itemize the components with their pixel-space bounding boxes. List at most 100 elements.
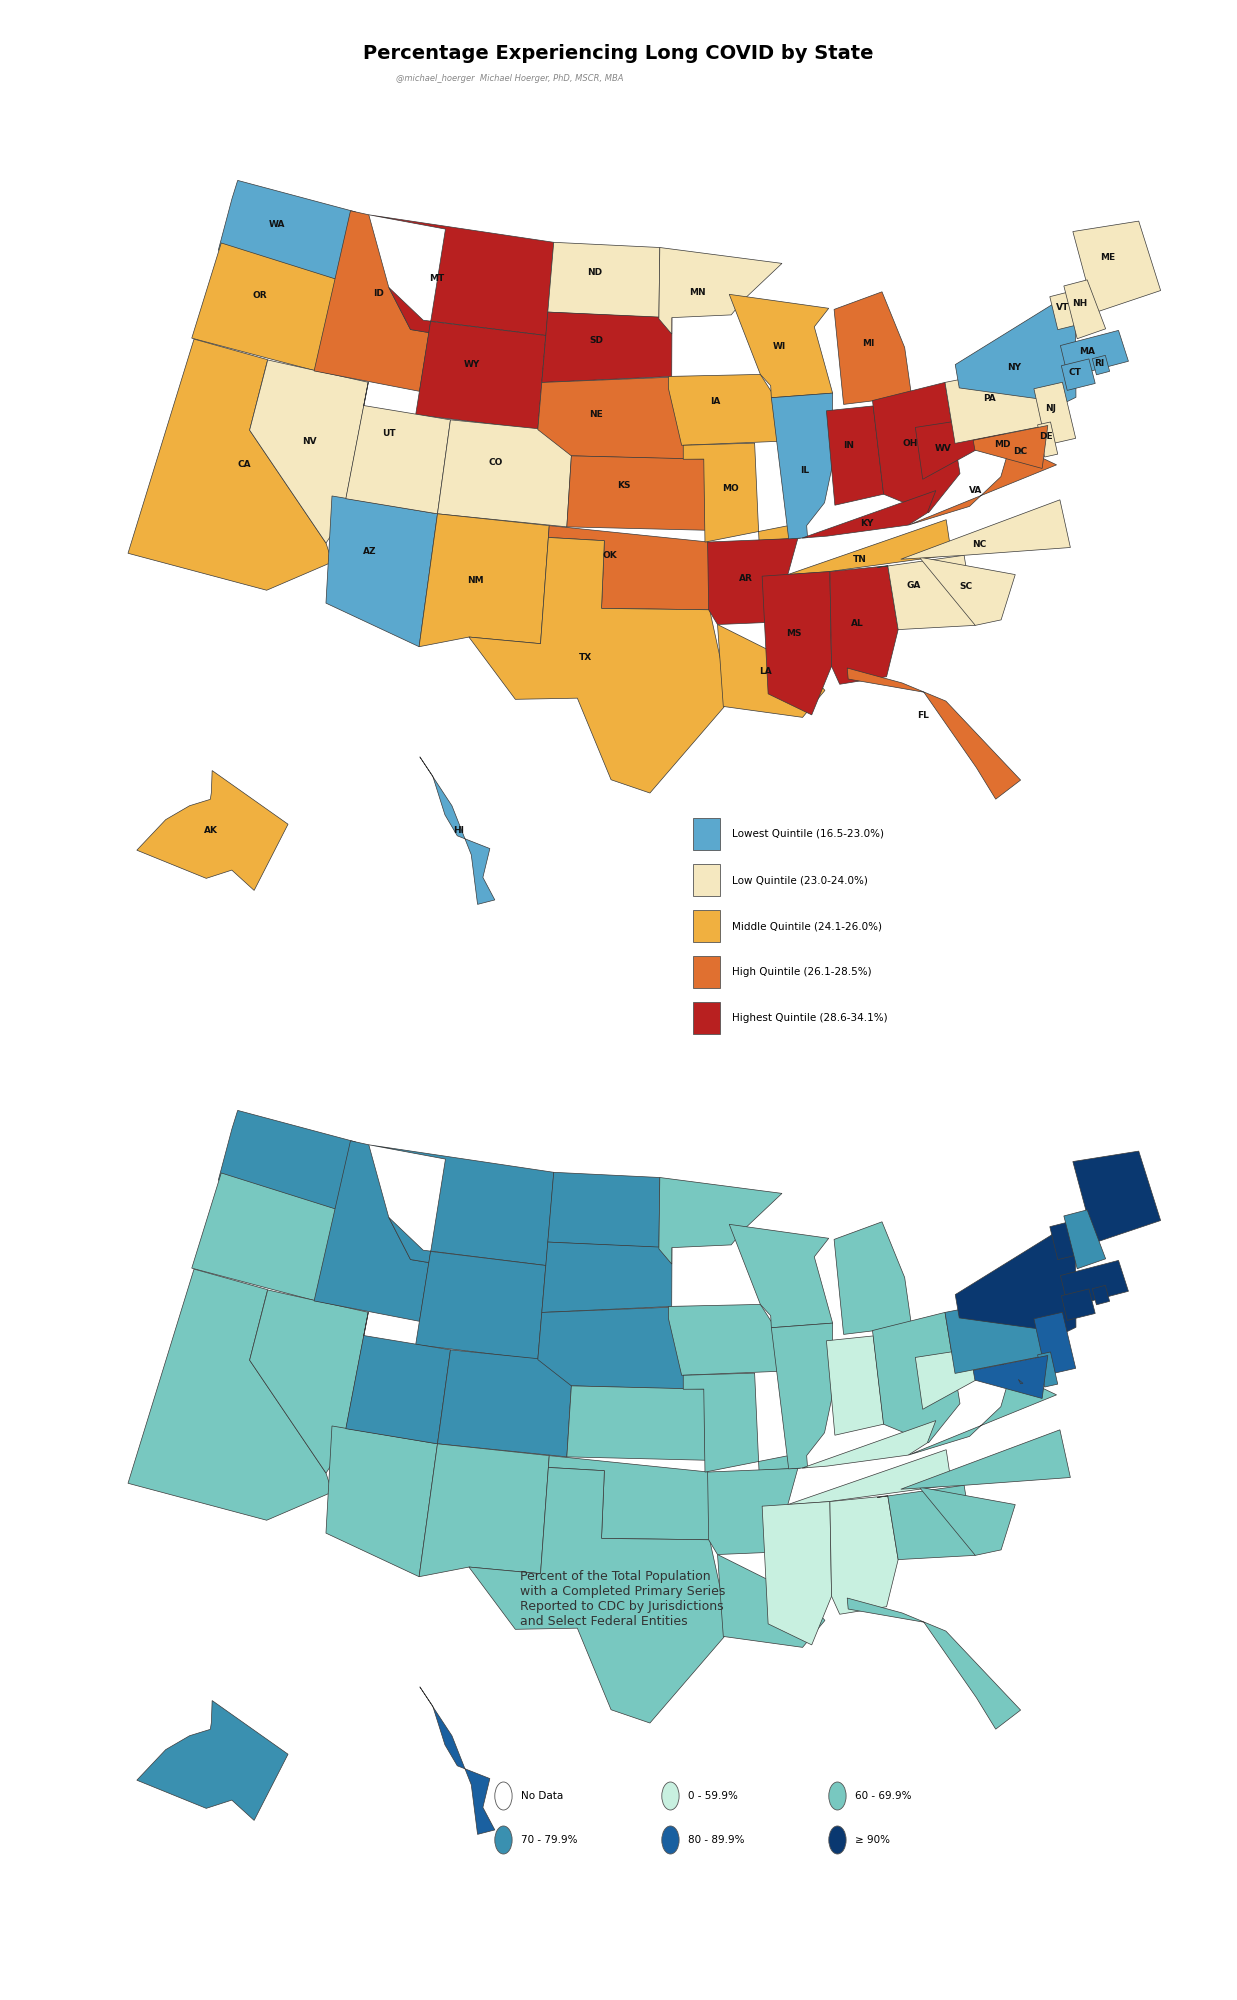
- Text: UT: UT: [382, 430, 396, 438]
- Text: MA: MA: [1079, 348, 1095, 356]
- Polygon shape: [919, 1488, 1016, 1556]
- Polygon shape: [919, 558, 1016, 626]
- Text: MS: MS: [787, 628, 802, 638]
- Polygon shape: [802, 1420, 936, 1468]
- Polygon shape: [1018, 1380, 1023, 1384]
- Text: RI: RI: [1094, 360, 1105, 368]
- Polygon shape: [717, 1554, 825, 1648]
- Text: LA: LA: [758, 668, 772, 676]
- Polygon shape: [548, 242, 659, 318]
- Polygon shape: [419, 1444, 549, 1576]
- Polygon shape: [1064, 1210, 1106, 1268]
- Polygon shape: [1072, 1152, 1160, 1242]
- Polygon shape: [802, 490, 936, 538]
- Polygon shape: [438, 420, 573, 526]
- Text: AZ: AZ: [362, 546, 376, 556]
- Polygon shape: [346, 382, 450, 514]
- Text: OK: OK: [602, 552, 617, 560]
- Text: KS: KS: [617, 482, 631, 490]
- Text: SD: SD: [589, 336, 604, 344]
- Polygon shape: [834, 1222, 912, 1334]
- Text: HI: HI: [453, 826, 464, 834]
- Polygon shape: [659, 1178, 782, 1264]
- Text: Percent of the Total Population
with a Completed Primary Series
Reported to CDC : Percent of the Total Population with a C…: [520, 1570, 725, 1628]
- Text: OR: OR: [254, 292, 267, 300]
- Polygon shape: [1034, 1312, 1076, 1376]
- Text: WI: WI: [773, 342, 787, 352]
- Polygon shape: [469, 538, 730, 794]
- Polygon shape: [419, 1686, 495, 1834]
- Polygon shape: [369, 214, 554, 336]
- Polygon shape: [327, 496, 438, 646]
- Text: High Quintile (26.1-28.5%): High Quintile (26.1-28.5%): [732, 968, 872, 976]
- Polygon shape: [872, 382, 960, 512]
- Polygon shape: [416, 1252, 546, 1360]
- Polygon shape: [1050, 288, 1081, 330]
- Text: MI: MI: [862, 338, 875, 348]
- Text: ID: ID: [374, 290, 385, 298]
- Polygon shape: [915, 422, 1004, 480]
- Polygon shape: [830, 1496, 898, 1614]
- Polygon shape: [542, 1242, 672, 1312]
- Polygon shape: [127, 340, 332, 590]
- Polygon shape: [901, 500, 1070, 560]
- Polygon shape: [1018, 450, 1023, 454]
- Polygon shape: [137, 1700, 288, 1820]
- Polygon shape: [945, 1294, 1058, 1374]
- Text: 60 - 69.9%: 60 - 69.9%: [855, 1792, 912, 1800]
- Polygon shape: [772, 394, 833, 538]
- Polygon shape: [826, 1336, 883, 1436]
- Polygon shape: [538, 1306, 691, 1390]
- Polygon shape: [877, 1486, 975, 1560]
- Polygon shape: [1034, 382, 1076, 446]
- Text: AL: AL: [851, 620, 863, 628]
- Text: MN: MN: [689, 288, 705, 298]
- Text: WA: WA: [268, 220, 285, 228]
- Text: OH: OH: [903, 440, 918, 448]
- Text: DC: DC: [1013, 446, 1027, 456]
- Polygon shape: [762, 572, 831, 714]
- Text: NC: NC: [972, 540, 986, 548]
- Polygon shape: [438, 1350, 573, 1456]
- Polygon shape: [548, 1456, 710, 1540]
- Text: AK: AK: [204, 826, 218, 834]
- Text: ≥ 90%: ≥ 90%: [855, 1836, 889, 1844]
- Text: TN: TN: [854, 554, 867, 564]
- Text: No Data: No Data: [521, 1792, 563, 1800]
- Polygon shape: [708, 1468, 798, 1554]
- Text: FL: FL: [917, 710, 929, 720]
- Text: TX: TX: [579, 652, 593, 662]
- Text: ND: ND: [588, 268, 602, 276]
- Polygon shape: [955, 290, 1076, 402]
- Text: MT: MT: [429, 274, 445, 282]
- Polygon shape: [469, 1468, 730, 1724]
- Polygon shape: [717, 624, 825, 718]
- Text: IN: IN: [844, 440, 855, 450]
- Polygon shape: [683, 1374, 800, 1472]
- Polygon shape: [1060, 330, 1128, 378]
- Polygon shape: [1092, 356, 1110, 374]
- Polygon shape: [945, 364, 1058, 444]
- Polygon shape: [974, 1356, 1048, 1398]
- Polygon shape: [915, 1352, 1004, 1410]
- Polygon shape: [1061, 358, 1095, 390]
- Polygon shape: [419, 756, 495, 904]
- Text: NJ: NJ: [1045, 404, 1056, 414]
- Polygon shape: [567, 1386, 705, 1460]
- Polygon shape: [974, 426, 1048, 468]
- Polygon shape: [834, 292, 912, 404]
- Polygon shape: [1050, 1218, 1081, 1260]
- Polygon shape: [314, 210, 429, 392]
- Text: IL: IL: [800, 466, 809, 474]
- Polygon shape: [538, 376, 691, 460]
- Text: WY: WY: [464, 360, 480, 370]
- Polygon shape: [847, 668, 1021, 800]
- Polygon shape: [762, 1502, 831, 1644]
- Polygon shape: [127, 1270, 332, 1520]
- Polygon shape: [314, 1140, 429, 1322]
- Text: SC: SC: [960, 582, 972, 592]
- Text: 70 - 79.9%: 70 - 79.9%: [521, 1836, 578, 1844]
- Polygon shape: [788, 1450, 951, 1504]
- Polygon shape: [327, 1426, 438, 1576]
- Polygon shape: [730, 294, 833, 398]
